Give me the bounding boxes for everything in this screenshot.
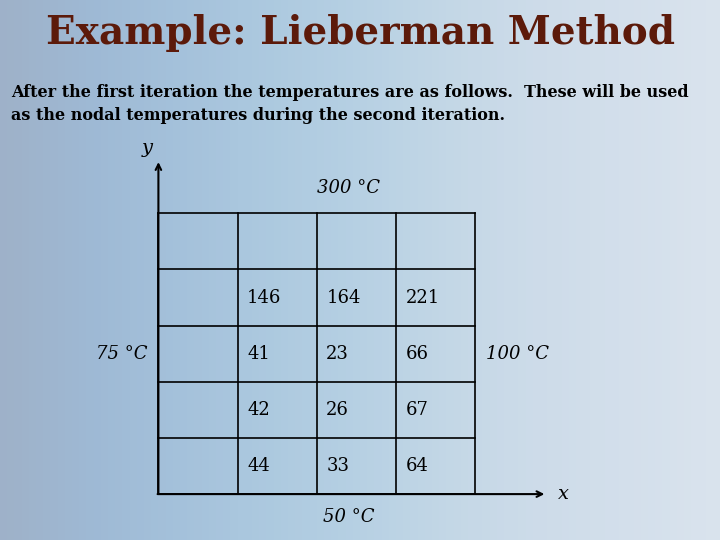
Text: x: x bbox=[558, 485, 569, 503]
Text: 33: 33 bbox=[326, 457, 349, 475]
Text: 75 °C: 75 °C bbox=[96, 345, 148, 363]
Text: 42: 42 bbox=[247, 401, 270, 419]
Text: 26: 26 bbox=[326, 401, 349, 419]
Text: 23: 23 bbox=[326, 345, 349, 363]
Text: 44: 44 bbox=[247, 457, 270, 475]
Text: 164: 164 bbox=[326, 288, 361, 307]
Text: y: y bbox=[142, 139, 153, 157]
Text: 64: 64 bbox=[405, 457, 428, 475]
Text: 221: 221 bbox=[405, 288, 440, 307]
Text: 100 °C: 100 °C bbox=[486, 345, 549, 363]
Text: 67: 67 bbox=[405, 401, 428, 419]
Text: After the first iteration the temperatures are as follows.  These will be used
a: After the first iteration the temperatur… bbox=[11, 84, 688, 124]
Text: 50 °C: 50 °C bbox=[323, 508, 374, 525]
Text: Example: Lieberman Method: Example: Lieberman Method bbox=[45, 14, 675, 51]
Text: 66: 66 bbox=[405, 345, 428, 363]
Text: 41: 41 bbox=[247, 345, 270, 363]
Text: 146: 146 bbox=[247, 288, 282, 307]
Text: 300 °C: 300 °C bbox=[317, 179, 380, 197]
